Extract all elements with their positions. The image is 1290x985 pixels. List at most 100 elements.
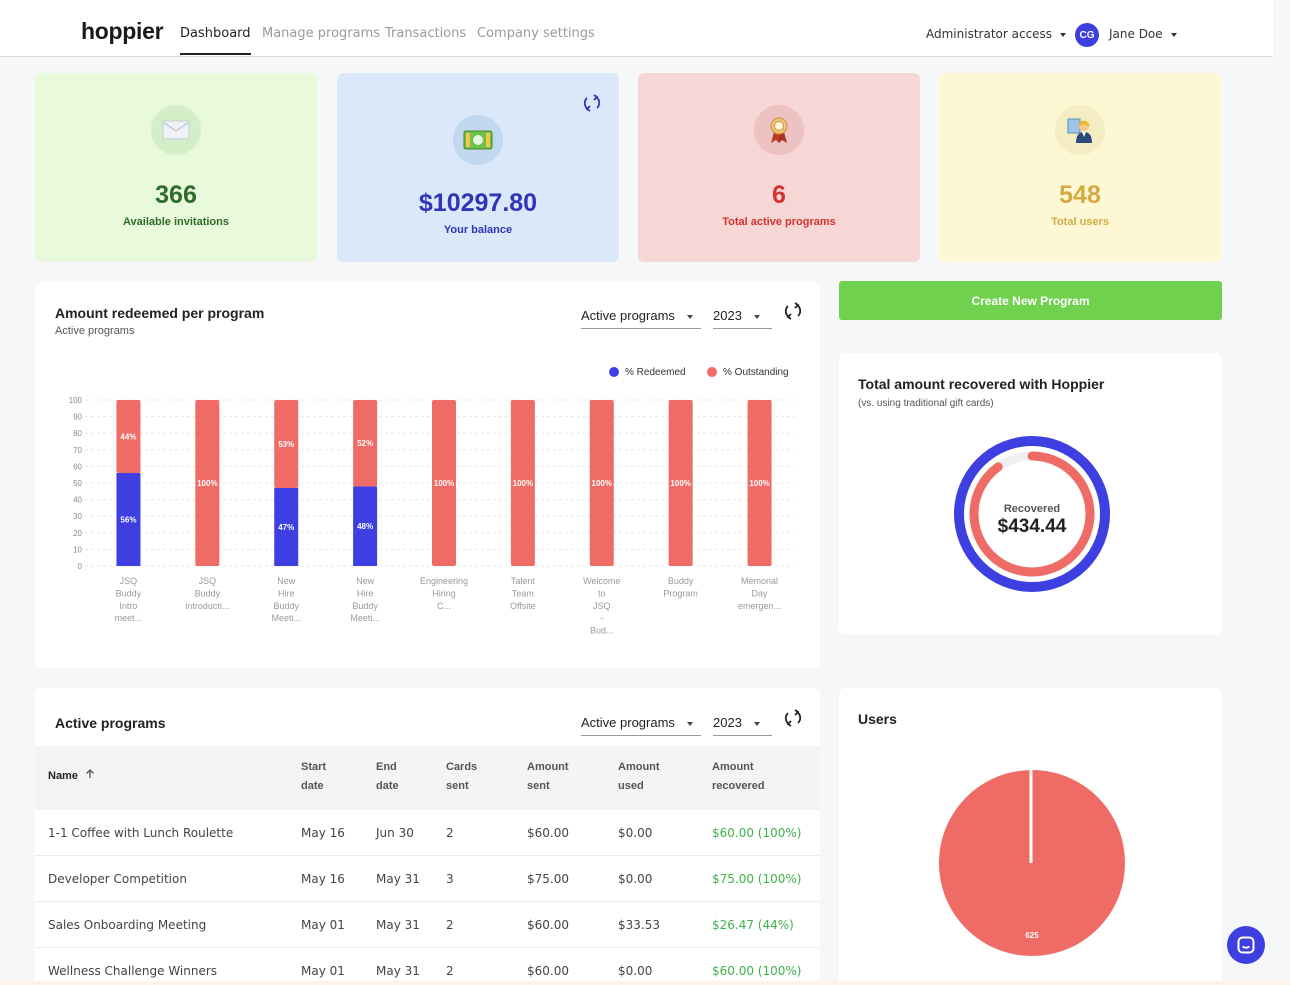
legend-redeemed-marker bbox=[609, 367, 619, 377]
cell-amount-used: $0.00 bbox=[618, 826, 653, 840]
bar-outstanding[interactable] bbox=[668, 400, 693, 566]
cell-name: Wellness Challenge Winners bbox=[48, 964, 218, 978]
caret-down-icon bbox=[1060, 32, 1067, 37]
administrator-access-dropdown[interactable]: Administrator access bbox=[926, 27, 1067, 41]
x-tick-label: Offsite bbox=[510, 601, 536, 611]
tab-company-settings[interactable]: Company settings bbox=[477, 26, 595, 41]
recovered-donut-chart bbox=[954, 436, 1110, 592]
legend-redeemed[interactable]: % Redeemed bbox=[625, 367, 686, 378]
caret-down-icon bbox=[753, 721, 760, 726]
card-subtitle: (vs. using traditional gift cards) bbox=[858, 398, 994, 409]
program-filter-select[interactable]: Active programs bbox=[581, 308, 701, 329]
caret-down-icon bbox=[1170, 32, 1177, 37]
table-row[interactable]: Sales Onboarding Meeting May 01 May 31 2… bbox=[35, 902, 820, 948]
tab-manage-programs[interactable]: Manage programs bbox=[262, 26, 381, 41]
x-tick-label: Buddy bbox=[116, 588, 142, 598]
x-tick-label: Talent bbox=[511, 576, 536, 586]
x-tick-label: C... bbox=[437, 601, 451, 611]
table-row[interactable]: Developer Competition May 16 May 31 3 $7… bbox=[35, 856, 820, 902]
avatar[interactable]: CG bbox=[1075, 23, 1099, 47]
card-title: Total amount recovered with Hoppier bbox=[858, 376, 1105, 392]
sort-ascending-icon[interactable] bbox=[85, 767, 95, 786]
cash-icon bbox=[453, 115, 503, 165]
cell-cards-sent: 2 bbox=[446, 918, 454, 932]
column-header-label: recovered bbox=[712, 780, 765, 792]
x-tick-label: JSQ bbox=[199, 576, 217, 586]
column-header-label: Amount bbox=[712, 761, 754, 773]
cell-amount-recovered: $60.00 (100%) bbox=[712, 964, 802, 978]
x-tick-label: Buddy bbox=[195, 588, 221, 598]
y-tick-label: 80 bbox=[73, 429, 82, 438]
bar-redeemed[interactable] bbox=[353, 486, 378, 566]
bar-outstanding[interactable] bbox=[353, 400, 378, 487]
column-header-start-date[interactable]: Start date bbox=[301, 758, 326, 796]
column-header-amount-sent[interactable]: Amount sent bbox=[527, 758, 569, 796]
column-header-amount-used[interactable]: Amount used bbox=[618, 758, 660, 796]
column-header-amount-recovered[interactable]: Amount recovered bbox=[712, 758, 765, 796]
legend-outstanding[interactable]: % Outstanding bbox=[723, 367, 789, 378]
refresh-icon[interactable] bbox=[783, 708, 803, 728]
bar-data-label: 100% bbox=[513, 479, 533, 488]
column-header-end-date[interactable]: End date bbox=[376, 758, 399, 796]
donut-outer-ring bbox=[954, 436, 1110, 592]
bar-outstanding[interactable] bbox=[195, 400, 220, 566]
year-select[interactable]: 2023 bbox=[713, 308, 772, 329]
x-tick-label: JSQ bbox=[120, 576, 138, 586]
caret-down-icon bbox=[753, 314, 760, 319]
top-navigation: hoppier Dashboard Manage programs Transa… bbox=[0, 0, 1273, 57]
bar-redeemed[interactable] bbox=[116, 473, 141, 566]
administrator-access-label: Administrator access bbox=[926, 27, 1053, 41]
cell-amount-used: $0.00 bbox=[618, 872, 653, 886]
table-row[interactable]: Wellness Challenge Winners May 01 May 31… bbox=[35, 948, 820, 985]
tab-transactions[interactable]: Transactions bbox=[385, 26, 467, 41]
bar-outstanding[interactable] bbox=[274, 400, 299, 488]
cell-cards-sent: 2 bbox=[446, 826, 454, 840]
column-header-label: Amount bbox=[618, 761, 660, 773]
y-tick-label: 40 bbox=[73, 496, 82, 505]
cell-end-date: May 31 bbox=[376, 964, 420, 978]
bar-outstanding[interactable] bbox=[510, 400, 535, 566]
cell-amount-sent: $60.00 bbox=[527, 964, 569, 978]
program-filter-select[interactable]: Active programs bbox=[581, 715, 701, 736]
x-tick-label: New bbox=[277, 576, 296, 586]
create-new-program-button[interactable]: Create New Program bbox=[839, 281, 1222, 320]
x-tick-label: Team bbox=[512, 588, 534, 598]
bar-data-label: 100% bbox=[197, 479, 217, 488]
cell-amount-sent: $75.00 bbox=[527, 872, 569, 886]
donut-center-value: $434.44 bbox=[997, 516, 1067, 537]
x-tick-label: JSQ bbox=[593, 601, 611, 611]
card-title: Users bbox=[858, 711, 897, 727]
chat-support-button[interactable] bbox=[1227, 926, 1265, 964]
y-tick-label: 60 bbox=[73, 462, 82, 471]
bar-outstanding[interactable] bbox=[589, 400, 614, 566]
cell-name: Developer Competition bbox=[48, 872, 187, 886]
bar-outstanding[interactable] bbox=[116, 400, 141, 474]
x-tick-label: Buddy bbox=[668, 576, 694, 586]
bar-data-label: 53% bbox=[278, 440, 294, 449]
y-tick-label: 30 bbox=[73, 512, 82, 521]
bar-data-label: 100% bbox=[592, 479, 612, 488]
column-header-label: Start bbox=[301, 761, 327, 773]
table-row[interactable]: 1-1 Coffee with Lunch Roulette May 16 Ju… bbox=[35, 810, 820, 856]
column-header-cards-sent[interactable]: Cards sent bbox=[446, 758, 477, 796]
bar-outstanding[interactable] bbox=[747, 400, 772, 566]
cell-cards-sent: 3 bbox=[446, 872, 454, 886]
cell-name: 1-1 Coffee with Lunch Roulette bbox=[48, 826, 234, 840]
refresh-icon[interactable] bbox=[582, 93, 602, 113]
hoppier-logo[interactable]: hoppier bbox=[81, 18, 164, 44]
select-value: 2023 bbox=[713, 308, 742, 323]
user-menu-dropdown[interactable]: Jane Doe bbox=[1109, 27, 1177, 41]
stat-label: Total users bbox=[1051, 216, 1109, 228]
legend-outstanding-marker bbox=[707, 367, 717, 377]
y-tick-label: 10 bbox=[73, 545, 82, 554]
tab-dashboard[interactable]: Dashboard bbox=[180, 26, 251, 55]
bar-data-label: 48% bbox=[357, 522, 373, 531]
select-value: Active programs bbox=[581, 715, 675, 730]
year-select[interactable]: 2023 bbox=[713, 715, 772, 736]
stat-card-total-users: 548 Total users bbox=[939, 73, 1221, 262]
refresh-icon[interactable] bbox=[783, 301, 803, 321]
bar-outstanding[interactable] bbox=[432, 400, 456, 566]
column-header-name[interactable]: Name bbox=[48, 767, 95, 786]
x-tick-label: Buddy bbox=[352, 601, 378, 611]
bar-redeemed[interactable] bbox=[274, 487, 299, 566]
